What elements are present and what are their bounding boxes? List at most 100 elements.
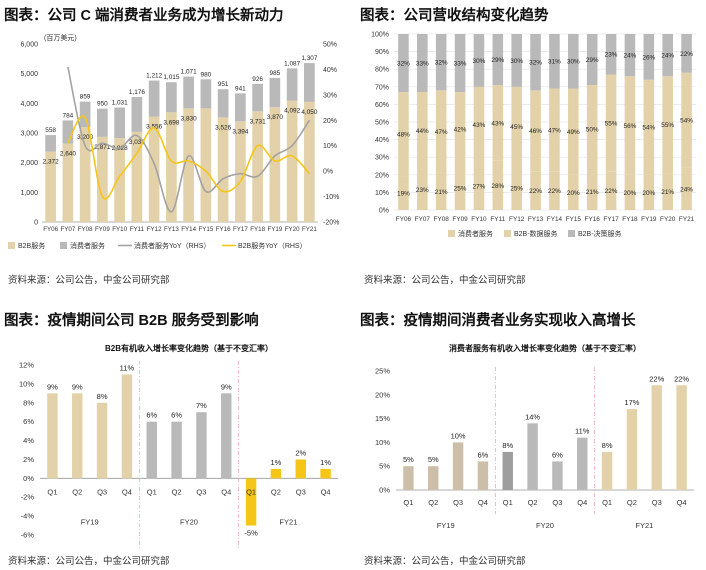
bar-consumer: [454, 166, 466, 210]
x-group-label: FY20: [536, 521, 554, 530]
bar-label: 2%: [295, 448, 306, 457]
y-tick: 10%: [375, 438, 390, 447]
bar-label: 32%: [529, 60, 542, 67]
bar-label: 55%: [661, 122, 674, 129]
legend-label: B2B-决策服务: [578, 229, 622, 238]
bar-label: 22%: [680, 51, 693, 58]
x-tick: FY14: [181, 226, 196, 233]
bar-label: 22%: [649, 374, 664, 383]
x-tick: Q1: [602, 498, 612, 507]
x-tick: Q3: [97, 487, 107, 496]
bar-label: 47%: [548, 127, 561, 134]
line-b2b-yoy: [67, 115, 310, 200]
bar-b2b: [45, 151, 56, 222]
bar-consumer: [549, 171, 560, 210]
x-tick: FY13: [164, 226, 179, 233]
bar-quarter: [477, 461, 489, 490]
bar-consumer: [148, 80, 160, 117]
y-right-tick: 0%: [323, 169, 333, 176]
x-tick: FY17: [603, 216, 619, 223]
x-tick: Q3: [453, 498, 463, 507]
bar-label-consumer: 926: [252, 76, 263, 83]
x-tick: Q3: [552, 498, 562, 507]
bar-label: 8%: [97, 392, 108, 401]
bar-label-consumer: 941: [235, 85, 246, 92]
line-consumer-yoy: [67, 66, 311, 213]
bar-label-consumer: 859: [80, 94, 91, 101]
bar-label-consumer: 1,071: [181, 69, 197, 76]
bar-consumer: [643, 174, 655, 210]
x-tick: FY12: [147, 226, 162, 233]
bar-label: 6%: [477, 450, 488, 459]
bar-quarter: [676, 385, 687, 490]
x-group-label: FY19: [437, 521, 455, 530]
bar-label: 8%: [602, 441, 613, 450]
bar-b2b-data: [586, 85, 598, 174]
bar-label: 22%: [548, 188, 561, 195]
x-tick: Q4: [478, 498, 488, 507]
bar-b2b-decision: [643, 34, 655, 80]
y-tick: 50%: [375, 120, 389, 127]
x-tick: Q2: [528, 498, 538, 507]
bar-label: 23%: [605, 52, 618, 59]
x-tick: FY15: [198, 226, 213, 233]
bar-label: 14%: [525, 412, 540, 421]
bar-b2b-data: [530, 90, 541, 172]
x-tick: Q1: [503, 498, 513, 507]
x-group-label: FY20: [180, 517, 198, 526]
bar-label: 46%: [529, 128, 542, 135]
bar-label: 54%: [642, 125, 655, 132]
bar-quarter: [270, 468, 282, 479]
bar-b2b-data: [605, 74, 617, 172]
x-tick: Q2: [627, 498, 637, 507]
legend-label: 消费者服务YoY（RHS）: [134, 241, 210, 250]
source-note: 资料来源：公司公告，中金公司研究部: [364, 556, 526, 567]
x-tick: FY06: [396, 216, 412, 223]
y-tick: 8%: [23, 398, 34, 407]
y-tick: 20%: [375, 172, 389, 179]
bar-quarter: [171, 421, 182, 479]
panel-title: 图表：疫情期间公司 B2B 服务受到影响: [4, 313, 259, 329]
bar-label: 5%: [428, 455, 439, 464]
x-tick: Q2: [428, 498, 438, 507]
bar-b2b-data: [398, 92, 409, 177]
bar-quarter: [47, 393, 58, 479]
bar-consumer: [200, 79, 212, 109]
bar-quarter: [552, 461, 563, 490]
bar-label: 17%: [624, 398, 639, 407]
x-tick: FY16: [585, 216, 601, 223]
bar-label: 21%: [661, 189, 674, 196]
bar-b2b-data: [492, 85, 504, 161]
source-note: 资料来源：公司公告，中金公司研究部: [364, 275, 526, 286]
y-left-tick: 5,000: [20, 71, 38, 78]
bar-label: 1%: [270, 458, 281, 467]
x-tick: FY07: [60, 226, 75, 233]
bar-quarter: [502, 451, 513, 490]
bar-b2b-data: [643, 79, 655, 175]
source-note: 资料来源：公司公告，中金公司研究部: [8, 556, 170, 567]
legend-swatch-b2b-data: [504, 230, 511, 237]
chart-consumer-growth: (百万美元) 0 1,000 2,000 3,000 4,000 5,000 6,000 -20…: [8, 33, 339, 250]
y-tick: 6%: [23, 417, 34, 426]
bar-label: 20%: [624, 190, 637, 197]
y-tick: 25%: [375, 367, 390, 376]
bar-label: 43%: [473, 122, 486, 129]
bar-label-b2b: 3,870: [267, 114, 283, 121]
y-tick: 80%: [375, 67, 389, 74]
panel-title: 图表：公司营收结构变化趋势: [360, 8, 549, 24]
bar-label: 43%: [491, 120, 504, 127]
x-tick: FY20: [285, 226, 300, 233]
bar-label-consumer: 1,176: [129, 89, 145, 96]
bar-consumer: [217, 89, 229, 118]
bar-b2b: [252, 111, 263, 222]
bar-label: 9%: [47, 382, 58, 391]
x-tick: Q2: [72, 487, 82, 496]
y-left-tick: 3,000: [20, 131, 38, 138]
bar-label: 21%: [586, 189, 599, 196]
bar-b2b: [114, 138, 125, 222]
legend-swatch-consumer: [60, 242, 67, 249]
x-tick: FY19: [267, 226, 282, 233]
bar-consumer: [166, 82, 177, 113]
bar-label: 8%: [502, 441, 513, 450]
bar-label: 48%: [397, 132, 410, 139]
